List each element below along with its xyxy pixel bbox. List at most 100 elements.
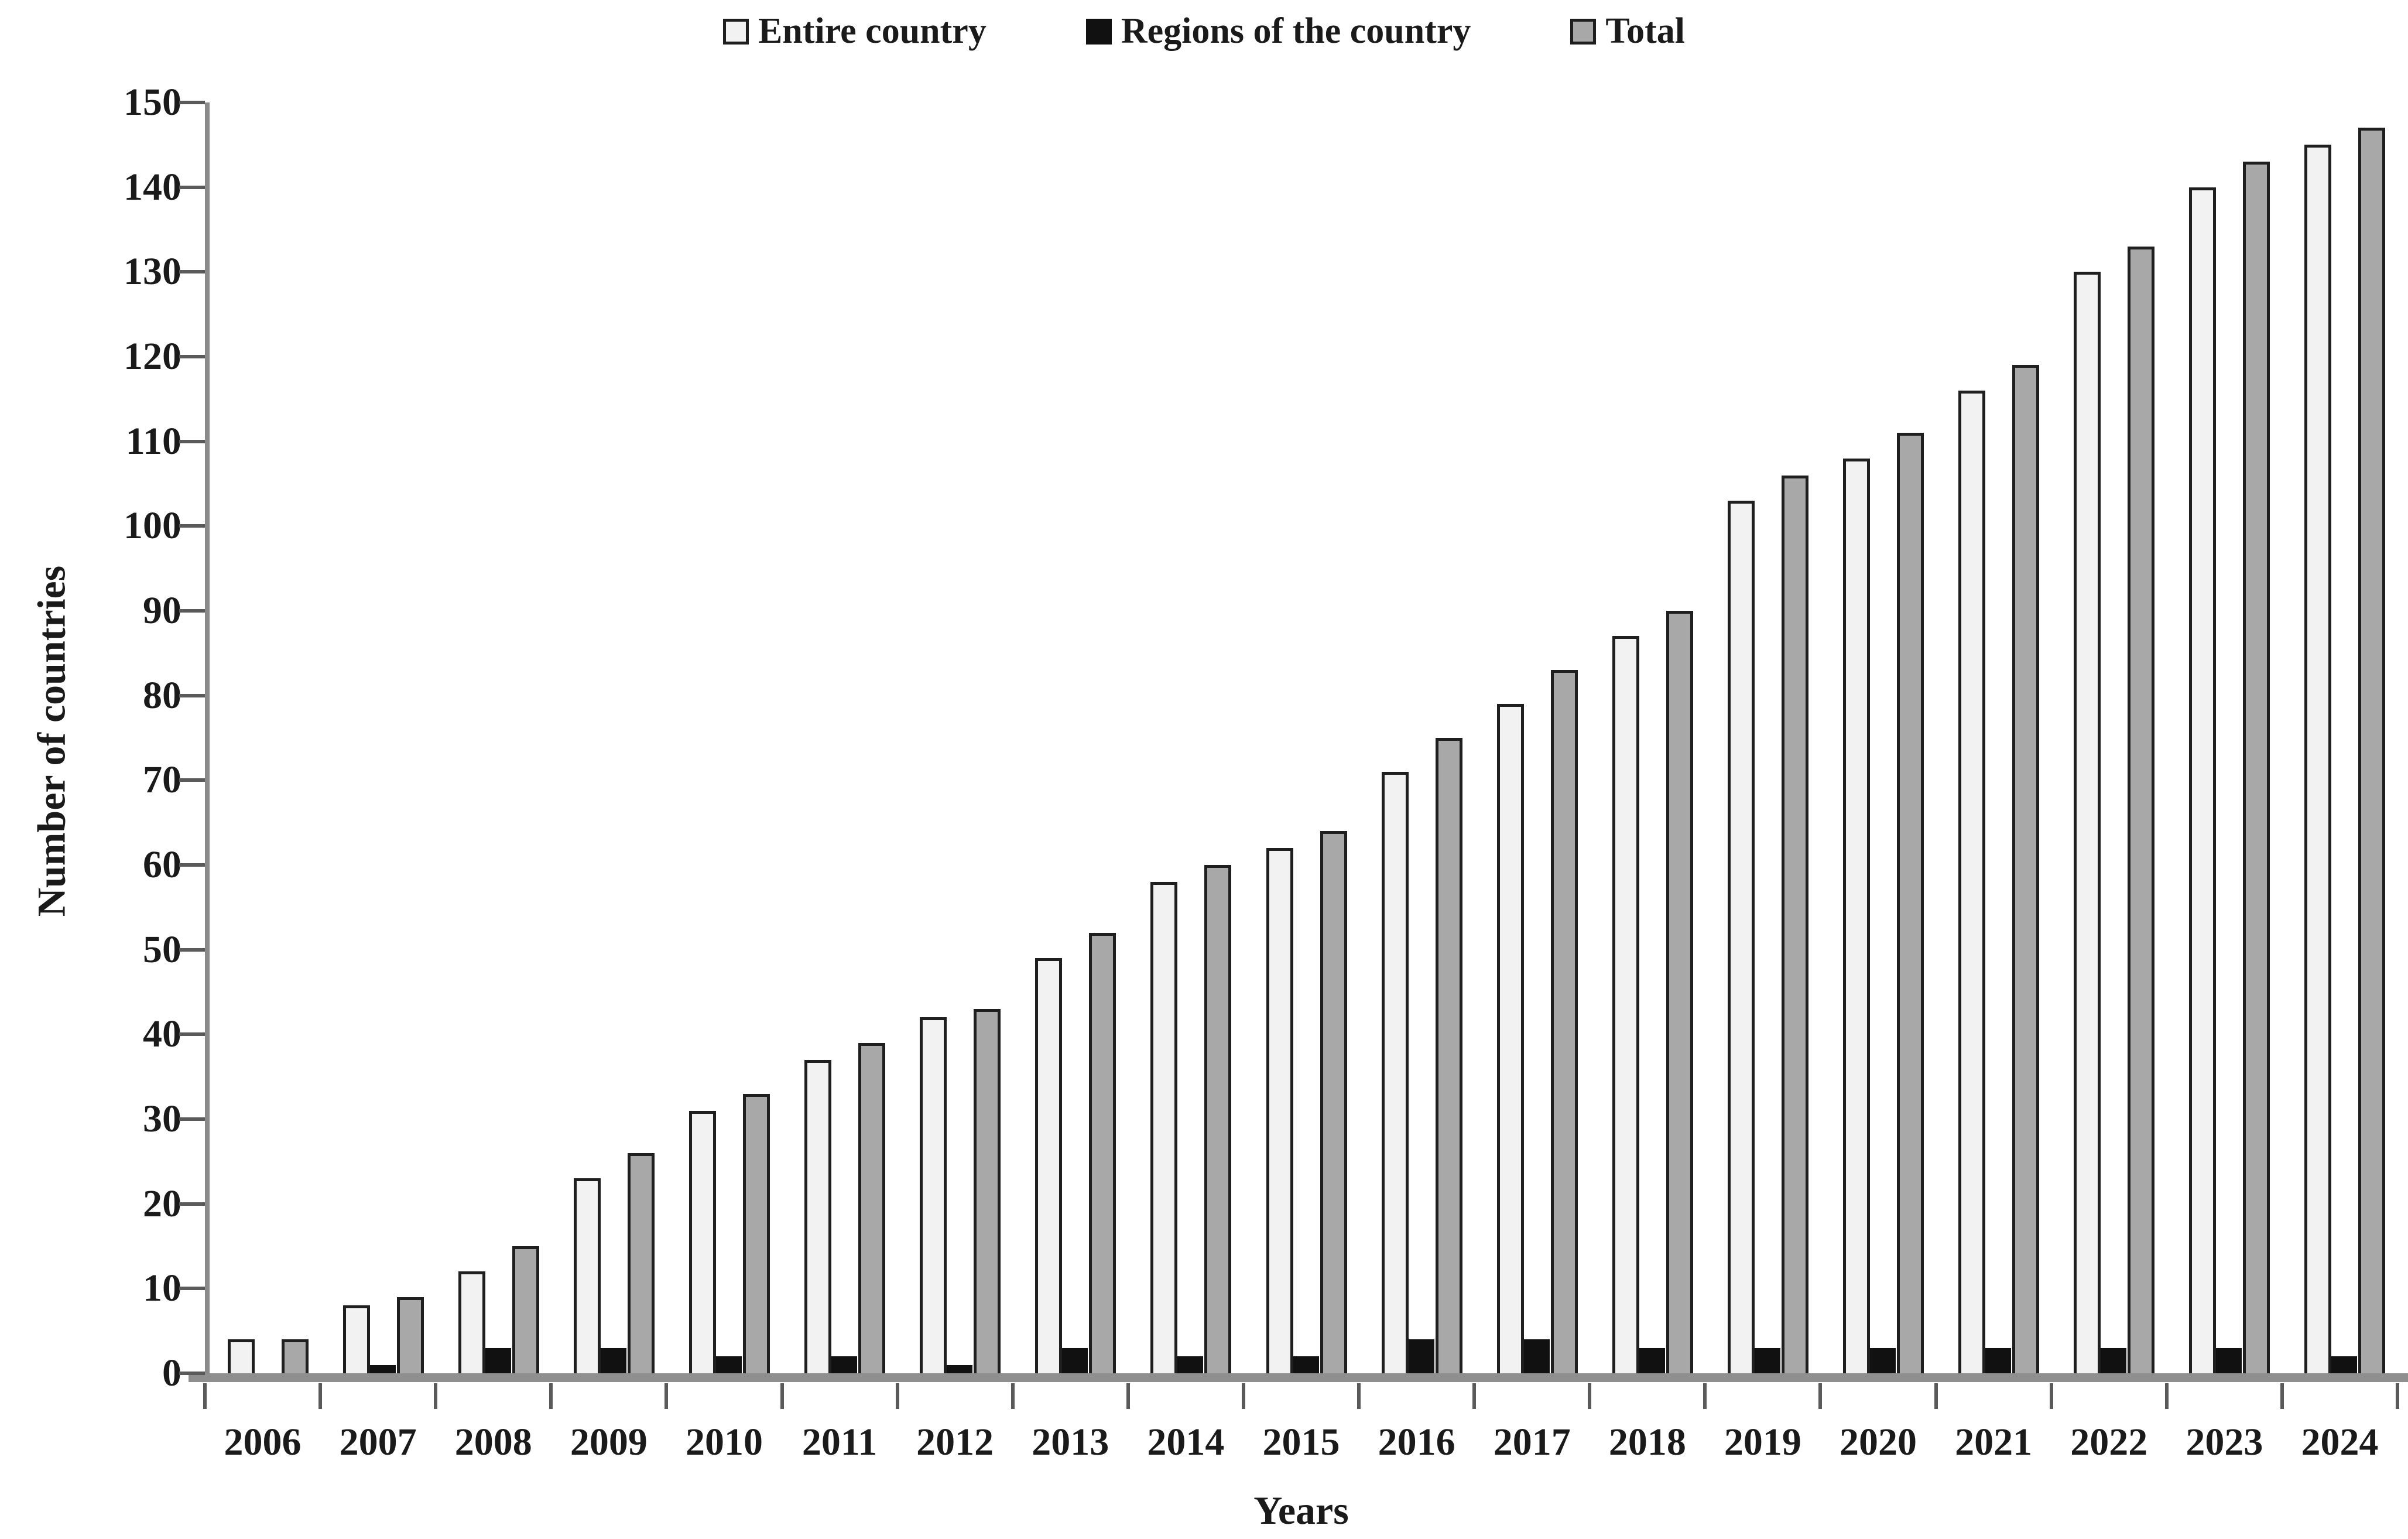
bar-total-2019 — [1781, 476, 1808, 1373]
x-tick-mark — [1588, 1383, 1592, 1409]
bar-total-2023 — [2243, 162, 2270, 1373]
x-tick-mark — [318, 1383, 323, 1409]
x-tick-mark — [1472, 1383, 1477, 1409]
legend-label: Entire country — [758, 11, 987, 51]
y-tick-label: 100 — [124, 504, 181, 548]
bar-regions-of-the-country-2016 — [1408, 1339, 1434, 1373]
y-tick-mark — [179, 863, 205, 867]
bar-total-2006 — [281, 1339, 309, 1373]
y-tick-mark — [179, 439, 205, 443]
bar-entire-country-2016 — [1381, 772, 1409, 1373]
bar-entire-country-2022 — [2074, 272, 2101, 1373]
x-tick-mark — [1126, 1383, 1130, 1409]
bar-entire-country-2015 — [1266, 848, 1293, 1373]
bar-regions-of-the-country-2017 — [1523, 1339, 1550, 1373]
bar-total-2014 — [1204, 865, 1232, 1373]
x-tick-mark — [1011, 1383, 1015, 1409]
bar-regions-of-the-country-2013 — [1062, 1348, 1088, 1373]
x-tick-mark — [1241, 1383, 1245, 1409]
x-axis-title: Years — [1253, 1488, 1349, 1533]
y-tick-mark — [179, 355, 205, 358]
bar-regions-of-the-country-2009 — [600, 1348, 626, 1373]
bar-total-2018 — [1666, 611, 1693, 1373]
x-tick-mark — [2049, 1383, 2053, 1409]
y-tick-mark — [179, 1202, 205, 1206]
y-tick-mark — [179, 1372, 205, 1375]
y-tick-mark — [179, 101, 205, 104]
bar-entire-country-2019 — [1727, 501, 1755, 1373]
x-tick-label-2014: 2014 — [1147, 1421, 1225, 1463]
x-tick-mark — [1703, 1383, 1707, 1409]
x-tick-mark — [549, 1383, 553, 1409]
x-tick-mark — [2396, 1383, 2399, 1409]
x-tick-label-2009: 2009 — [570, 1421, 648, 1463]
x-tick-mark — [434, 1383, 438, 1409]
y-tick-label: 10 — [143, 1267, 181, 1310]
y-tick-label: 80 — [143, 673, 181, 717]
y-tick-label: 90 — [143, 589, 181, 632]
x-tick-label-2018: 2018 — [1608, 1421, 1686, 1463]
bar-regions-of-the-country-2015 — [1293, 1356, 1319, 1373]
x-tick-mark — [203, 1383, 207, 1409]
y-tick-mark — [179, 524, 205, 528]
x-tick-label-2023: 2023 — [2186, 1421, 2263, 1463]
bar-total-2015 — [1320, 831, 1347, 1373]
bar-regions-of-the-country-2024 — [2331, 1356, 2358, 1373]
bar-total-2011 — [858, 1043, 886, 1373]
bar-total-2009 — [627, 1153, 655, 1373]
x-tick-label-2008: 2008 — [454, 1421, 532, 1463]
y-tick-label: 150 — [124, 81, 181, 124]
x-tick-mark — [780, 1383, 784, 1409]
x-tick-label-2016: 2016 — [1378, 1421, 1455, 1463]
x-tick-label-2006: 2006 — [224, 1421, 302, 1463]
x-tick-mark — [1934, 1383, 1938, 1409]
bar-total-2020 — [1897, 433, 1924, 1373]
y-tick-label: 60 — [143, 843, 181, 886]
bar-entire-country-2011 — [804, 1060, 832, 1373]
bar-entire-country-2009 — [573, 1178, 601, 1373]
bar-entire-country-2007 — [342, 1305, 370, 1373]
bar-total-2013 — [1089, 933, 1116, 1373]
bar-entire-country-2006 — [227, 1339, 255, 1373]
bar-regions-of-the-country-2010 — [715, 1356, 742, 1373]
x-tick-label-2010: 2010 — [685, 1421, 763, 1463]
x-tick-label-2012: 2012 — [916, 1421, 994, 1463]
bar-total-2007 — [396, 1297, 424, 1373]
x-tick-mark — [895, 1383, 899, 1409]
y-tick-label: 120 — [124, 335, 181, 378]
x-tick-mark — [2164, 1383, 2169, 1409]
x-tick-label-2007: 2007 — [339, 1421, 417, 1463]
plot-area — [205, 102, 2402, 1373]
y-tick-label: 50 — [143, 928, 181, 971]
y-tick-mark — [179, 778, 205, 782]
legend-swatch-total — [1570, 18, 1597, 45]
x-tick-mark — [2280, 1383, 2284, 1409]
bar-regions-of-the-country-2021 — [1985, 1348, 2012, 1373]
y-tick-mark — [179, 1032, 205, 1037]
x-tick-label-2011: 2011 — [801, 1421, 878, 1463]
y-tick-mark — [179, 185, 205, 189]
bar-regions-of-the-country-2011 — [831, 1356, 858, 1373]
bar-total-2008 — [512, 1246, 539, 1373]
legend-item-total: Total — [1570, 11, 1685, 52]
legend-swatch-entire-country — [723, 18, 749, 45]
x-tick-label-2019: 2019 — [1724, 1421, 1801, 1463]
y-tick-label: 110 — [125, 419, 181, 463]
bar-entire-country-2020 — [1843, 459, 1871, 1373]
bar-entire-country-2017 — [1496, 704, 1524, 1373]
y-tick-mark — [179, 609, 205, 613]
legend-item-regions-of-the-country: Regions of the country — [1085, 11, 1471, 52]
legend-label: Regions of the country — [1121, 11, 1471, 51]
bar-total-2017 — [1550, 670, 1578, 1373]
bar-entire-country-2023 — [2189, 187, 2217, 1373]
legend-swatch-regions-of-the-country — [1085, 18, 1112, 45]
bar-total-2016 — [1435, 738, 1462, 1373]
bar-entire-country-2013 — [1035, 958, 1063, 1373]
bar-regions-of-the-country-2020 — [1870, 1348, 1896, 1373]
bar-total-2021 — [2012, 365, 2040, 1373]
y-tick-label: 130 — [124, 250, 181, 293]
x-tick-label-2013: 2013 — [1032, 1421, 1109, 1463]
x-tick-mark — [1357, 1383, 1361, 1409]
y-tick-label: 40 — [143, 1013, 181, 1056]
